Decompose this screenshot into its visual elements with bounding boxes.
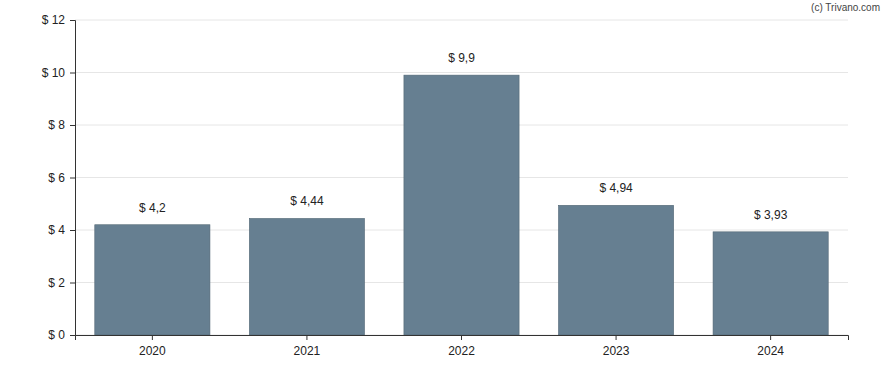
data-label: $ 4,2 xyxy=(139,201,166,215)
y-tick-mark xyxy=(70,283,75,284)
y-tick-label: $ 2 xyxy=(48,276,65,290)
y-tick-label: $ 0 xyxy=(48,328,65,342)
bar xyxy=(713,232,828,335)
x-tick: 2020 xyxy=(139,335,166,358)
y-tick: $ 6 xyxy=(48,171,75,185)
annotation: (c) Trivano.com xyxy=(811,2,880,13)
y-tick: $ 8 xyxy=(48,118,75,132)
grid-line xyxy=(75,72,848,73)
plot: $ 0$ 2$ 4$ 6$ 8$ 10$ 1220202021202220232… xyxy=(42,13,849,357)
bar xyxy=(404,75,519,335)
grid-line xyxy=(75,20,848,21)
data-label: $ 4,44 xyxy=(290,194,324,208)
x-tick-mark xyxy=(770,335,771,340)
x-tick: 2024 xyxy=(757,335,784,358)
data-labels: $ 4,2 $ 4,44 $ 9,9 $ 4,94 $ 3,93 xyxy=(139,51,788,222)
x-axis: 2020 2021 2022 2023 2024 xyxy=(76,335,849,358)
y-tick-mark xyxy=(70,335,75,336)
y-axis: $ 0 $ 2 $ 4 $ 6 $ 8 $ 10 $ 12 xyxy=(42,13,76,342)
x-tick-label: 2020 xyxy=(139,344,166,358)
x-tick: 2021 xyxy=(294,335,321,358)
data-label: $ 4,94 xyxy=(599,181,633,195)
x-axis-line xyxy=(76,336,849,341)
chart: $ 0$ 2$ 4$ 6$ 8$ 10$ 1220202021202220232… xyxy=(0,0,888,370)
y-tick: $ 12 xyxy=(42,13,75,27)
y-tick-mark xyxy=(70,230,75,231)
data-label: $ 9,9 xyxy=(448,51,475,65)
y-tick: $ 4 xyxy=(48,223,75,237)
x-tick: 2023 xyxy=(603,335,630,358)
y-tick: $ 0 xyxy=(48,328,75,342)
y-tick: $ 2 xyxy=(48,276,75,290)
bar xyxy=(558,205,673,335)
y-tick: $ 10 xyxy=(42,66,75,80)
y-tick-label: $ 4 xyxy=(48,223,65,237)
y-tick-label: $ 8 xyxy=(48,118,65,132)
x-tick-label: 2022 xyxy=(448,344,475,358)
y-tick-label: $ 10 xyxy=(42,66,66,80)
y-axis-line xyxy=(70,21,76,336)
data-label: $ 3,93 xyxy=(754,208,788,222)
grid xyxy=(75,20,848,335)
x-tick-label: 2024 xyxy=(757,344,784,358)
y-tick-label: $ 6 xyxy=(48,171,65,185)
x-tick-label: 2021 xyxy=(294,344,321,358)
x-tick-mark xyxy=(306,335,307,340)
y-tick-mark xyxy=(70,125,75,126)
x-tick: 2022 xyxy=(448,335,475,358)
bar xyxy=(249,218,364,335)
y-tick-mark xyxy=(70,178,75,179)
y-tick-mark xyxy=(70,20,75,21)
x-tick-mark xyxy=(461,335,462,340)
bars xyxy=(95,75,828,335)
x-tick-mark xyxy=(152,335,153,340)
x-tick-label: 2023 xyxy=(603,344,630,358)
y-tick-label: $ 12 xyxy=(42,13,66,27)
y-tick-mark xyxy=(70,73,75,74)
x-tick-mark xyxy=(616,335,617,340)
bar xyxy=(95,225,210,335)
